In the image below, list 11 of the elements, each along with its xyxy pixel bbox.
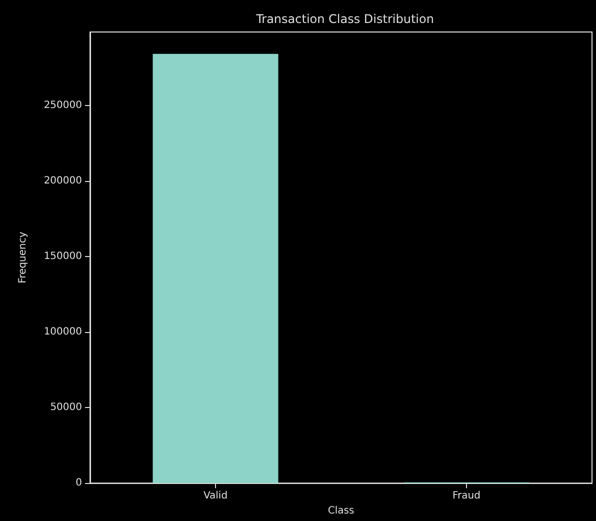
y-tick-label: 150000: [44, 250, 82, 262]
x-tick-label: Fraud: [452, 490, 480, 502]
x-axis-title: Class: [328, 506, 354, 516]
y-tick-label: 250000: [44, 100, 82, 111]
y-tick-label: 0: [76, 478, 82, 489]
y-axis-title: Frequency: [18, 232, 28, 284]
x-tick-label: Valid: [203, 490, 228, 502]
y-tick-label: 100000: [44, 326, 82, 338]
chart-title: Transaction Class Distribution: [255, 12, 434, 26]
y-tick-label: 200000: [44, 175, 82, 186]
y-tick-label: 50000: [50, 402, 82, 414]
